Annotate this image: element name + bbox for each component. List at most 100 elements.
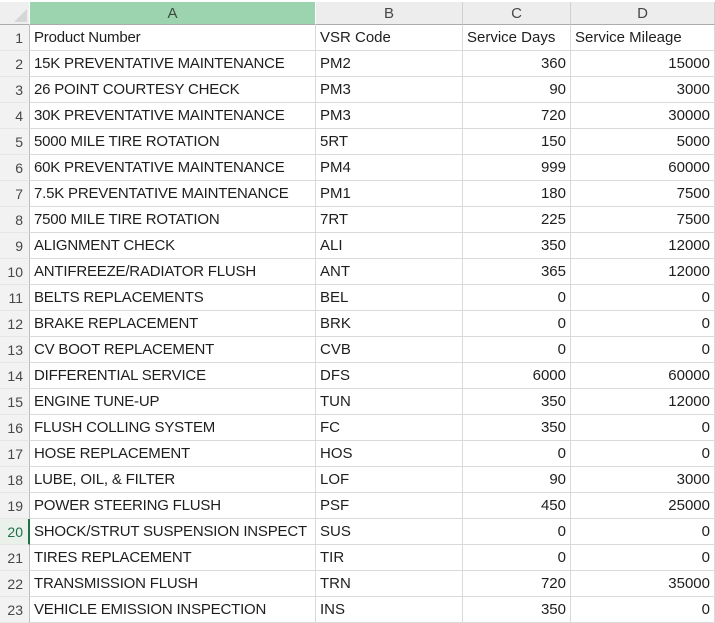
cell-C12[interactable]: 0 xyxy=(463,311,571,337)
row-header-13[interactable]: 13 xyxy=(0,337,30,363)
cell-C8[interactable]: 225 xyxy=(463,207,571,233)
row-header-1[interactable]: 1 xyxy=(0,25,30,51)
cell-A13[interactable]: CV BOOT REPLACEMENT xyxy=(30,337,316,363)
cell-D12[interactable]: 0 xyxy=(571,311,715,337)
cell-D6[interactable]: 60000 xyxy=(571,155,715,181)
cell-B1[interactable]: VSR Code xyxy=(316,25,463,51)
cell-B7[interactable]: PM1 xyxy=(316,181,463,207)
cell-D13[interactable]: 0 xyxy=(571,337,715,363)
cell-D5[interactable]: 5000 xyxy=(571,129,715,155)
row-header-15[interactable]: 15 xyxy=(0,389,30,415)
cell-B5[interactable]: 5RT xyxy=(316,129,463,155)
cell-A18[interactable]: LUBE, OIL, & FILTER xyxy=(30,467,316,493)
cell-A17[interactable]: HOSE REPLACEMENT xyxy=(30,441,316,467)
cell-C16[interactable]: 350 xyxy=(463,415,571,441)
cell-B15[interactable]: TUN xyxy=(316,389,463,415)
cell-D23[interactable]: 0 xyxy=(571,597,715,623)
cell-A5[interactable]: 5000 MILE TIRE ROTATION xyxy=(30,129,316,155)
cell-B9[interactable]: ALI xyxy=(316,233,463,259)
cell-C13[interactable]: 0 xyxy=(463,337,571,363)
column-header-D[interactable]: D xyxy=(571,2,715,25)
cell-A2[interactable]: 15K PREVENTATIVE MAINTENANCE xyxy=(30,51,316,77)
cell-D21[interactable]: 0 xyxy=(571,545,715,571)
cell-C10[interactable]: 365 xyxy=(463,259,571,285)
cell-C19[interactable]: 450 xyxy=(463,493,571,519)
cell-A3[interactable]: 26 POINT COURTESY CHECK xyxy=(30,77,316,103)
row-header-21[interactable]: 21 xyxy=(0,545,30,571)
cell-B21[interactable]: TIR xyxy=(316,545,463,571)
cell-A1[interactable]: Product Number xyxy=(30,25,316,51)
select-all-corner[interactable] xyxy=(0,2,30,25)
row-header-18[interactable]: 18 xyxy=(0,467,30,493)
cell-C22[interactable]: 720 xyxy=(463,571,571,597)
cell-C17[interactable]: 0 xyxy=(463,441,571,467)
cell-B22[interactable]: TRN xyxy=(316,571,463,597)
cell-D19[interactable]: 25000 xyxy=(571,493,715,519)
cell-C4[interactable]: 720 xyxy=(463,103,571,129)
cell-D22[interactable]: 35000 xyxy=(571,571,715,597)
cell-A6[interactable]: 60K PREVENTATIVE MAINTENANCE xyxy=(30,155,316,181)
row-header-14[interactable]: 14 xyxy=(0,363,30,389)
cell-C6[interactable]: 999 xyxy=(463,155,571,181)
cell-B16[interactable]: FC xyxy=(316,415,463,441)
cell-D18[interactable]: 3000 xyxy=(571,467,715,493)
cell-B19[interactable]: PSF xyxy=(316,493,463,519)
row-header-20[interactable]: 20 xyxy=(0,519,30,545)
cell-A7[interactable]: 7.5K PREVENTATIVE MAINTENANCE xyxy=(30,181,316,207)
row-header-22[interactable]: 22 xyxy=(0,571,30,597)
row-header-12[interactable]: 12 xyxy=(0,311,30,337)
row-header-2[interactable]: 2 xyxy=(0,51,30,77)
cell-D10[interactable]: 12000 xyxy=(571,259,715,285)
cell-C14[interactable]: 6000 xyxy=(463,363,571,389)
row-header-19[interactable]: 19 xyxy=(0,493,30,519)
cell-B18[interactable]: LOF xyxy=(316,467,463,493)
cell-A19[interactable]: POWER STEERING FLUSH xyxy=(30,493,316,519)
column-header-B[interactable]: B xyxy=(316,2,463,25)
cell-B23[interactable]: INS xyxy=(316,597,463,623)
cell-A11[interactable]: BELTS REPLACEMENTS xyxy=(30,285,316,311)
cell-A12[interactable]: BRAKE REPLACEMENT xyxy=(30,311,316,337)
cell-D7[interactable]: 7500 xyxy=(571,181,715,207)
cell-D4[interactable]: 30000 xyxy=(571,103,715,129)
cell-C9[interactable]: 350 xyxy=(463,233,571,259)
row-header-7[interactable]: 7 xyxy=(0,181,30,207)
cell-B4[interactable]: PM3 xyxy=(316,103,463,129)
row-header-8[interactable]: 8 xyxy=(0,207,30,233)
cell-D9[interactable]: 12000 xyxy=(571,233,715,259)
cell-A20[interactable]: SHOCK/STRUT SUSPENSION INSPECT xyxy=(30,519,316,545)
cell-A21[interactable]: TIRES REPLACEMENT xyxy=(30,545,316,571)
row-header-16[interactable]: 16 xyxy=(0,415,30,441)
cell-A22[interactable]: TRANSMISSION FLUSH xyxy=(30,571,316,597)
cell-C5[interactable]: 150 xyxy=(463,129,571,155)
cell-A10[interactable]: ANTIFREEZE/RADIATOR FLUSH xyxy=(30,259,316,285)
cell-C7[interactable]: 180 xyxy=(463,181,571,207)
row-header-17[interactable]: 17 xyxy=(0,441,30,467)
cell-D11[interactable]: 0 xyxy=(571,285,715,311)
cell-A4[interactable]: 30K PREVENTATIVE MAINTENANCE xyxy=(30,103,316,129)
cell-D16[interactable]: 0 xyxy=(571,415,715,441)
row-header-3[interactable]: 3 xyxy=(0,77,30,103)
row-header-11[interactable]: 11 xyxy=(0,285,30,311)
cell-D3[interactable]: 3000 xyxy=(571,77,715,103)
cell-A9[interactable]: ALIGNMENT CHECK xyxy=(30,233,316,259)
row-header-10[interactable]: 10 xyxy=(0,259,30,285)
cell-C1[interactable]: Service Days xyxy=(463,25,571,51)
cell-A15[interactable]: ENGINE TUNE-UP xyxy=(30,389,316,415)
row-header-5[interactable]: 5 xyxy=(0,129,30,155)
cell-B6[interactable]: PM4 xyxy=(316,155,463,181)
cell-B17[interactable]: HOS xyxy=(316,441,463,467)
cell-C18[interactable]: 90 xyxy=(463,467,571,493)
cell-D2[interactable]: 15000 xyxy=(571,51,715,77)
cell-A23[interactable]: VEHICLE EMISSION INSPECTION xyxy=(30,597,316,623)
row-header-9[interactable]: 9 xyxy=(0,233,30,259)
cell-C23[interactable]: 350 xyxy=(463,597,571,623)
row-header-4[interactable]: 4 xyxy=(0,103,30,129)
cell-A16[interactable]: FLUSH COLLING SYSTEM xyxy=(30,415,316,441)
cell-C3[interactable]: 90 xyxy=(463,77,571,103)
cell-B10[interactable]: ANT xyxy=(316,259,463,285)
row-header-6[interactable]: 6 xyxy=(0,155,30,181)
cell-B13[interactable]: CVB xyxy=(316,337,463,363)
cell-A14[interactable]: DIFFERENTIAL SERVICE xyxy=(30,363,316,389)
cell-B14[interactable]: DFS xyxy=(316,363,463,389)
cell-B12[interactable]: BRK xyxy=(316,311,463,337)
